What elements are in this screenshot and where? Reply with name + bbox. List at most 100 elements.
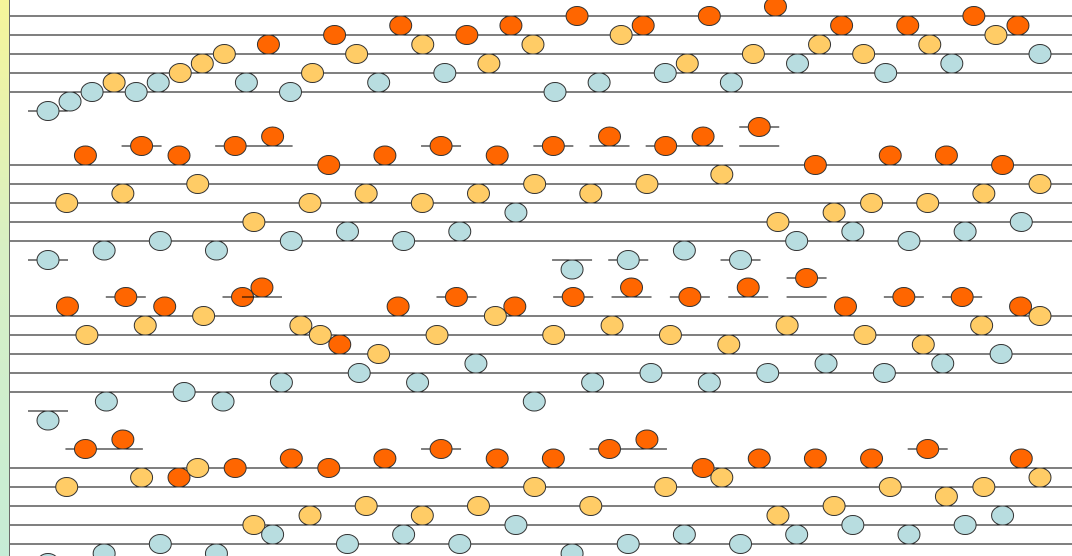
note-head [719,72,743,93]
note-head [130,136,154,156]
note-head [146,72,170,93]
note-head [1028,467,1052,488]
note-head [931,353,955,374]
note-head [1006,15,1030,36]
note-head [747,117,771,137]
note-head [269,372,293,393]
note-head [598,439,622,459]
note-head [678,287,702,307]
note-head [211,391,235,412]
note-head [579,496,603,516]
note-head [36,410,60,431]
note-head [192,306,216,326]
note-head [483,306,507,326]
note-head [841,515,865,535]
note-head [541,136,565,156]
note-head [542,325,566,345]
note-head [717,334,741,355]
note-head [80,82,104,102]
note-head [874,63,898,83]
note-head [1028,174,1052,194]
note-head [822,202,846,223]
note-head [58,91,82,112]
note-head [897,231,921,251]
note-head [543,82,567,102]
note-head [654,477,678,497]
note-head [392,524,416,545]
note-head [970,315,994,336]
note-head [710,467,734,488]
note-head [896,15,920,36]
note-head [301,63,325,83]
note-head [373,145,397,166]
note-head [814,353,838,374]
note-head [729,250,753,270]
note-head [972,183,996,204]
note-head [504,202,528,223]
note-head [897,524,921,545]
note-head [55,296,79,317]
note-head [1009,296,1033,317]
note-head [279,231,303,251]
note-head [455,25,479,45]
note-head [710,164,734,185]
note-head [795,268,819,288]
note-head [317,155,341,175]
note-head [841,221,865,242]
note-head [852,44,876,64]
note-head [600,315,624,336]
note-head [186,174,210,194]
note-head [860,448,884,469]
note-head [587,72,611,93]
note-head [279,448,303,469]
note-head [940,53,964,74]
note-head [73,439,97,459]
note-head [756,363,780,383]
note-head [672,240,696,261]
note-head [1028,44,1052,64]
note-head [354,183,378,204]
note-head [560,259,584,280]
note-head [609,25,633,45]
note-head [616,534,640,554]
note-head [916,439,940,459]
note-head [766,212,790,232]
note-head [521,34,545,55]
note-head [223,458,247,478]
note-head [872,363,896,383]
note-head [347,363,371,383]
note-head [36,101,60,121]
note-head [934,145,958,166]
note-head [950,287,974,307]
note-head [256,34,280,55]
note-head [830,15,854,36]
note-head [289,315,313,336]
note-head [410,505,434,526]
staff-system [10,429,1072,556]
note-head [523,174,547,194]
note-head [114,287,138,307]
note-head [503,296,527,317]
note-head [916,193,940,213]
note-head [411,34,435,55]
staff-system [10,0,1072,121]
note-head [803,448,827,469]
note-head [102,72,126,93]
note-head [803,155,827,175]
note-head [918,34,942,55]
note-head [335,534,359,554]
staff-system [10,268,1072,431]
note-head [250,277,274,298]
note-head [598,126,622,147]
note-head [223,136,247,156]
note-head [466,496,490,516]
note-head [73,145,97,166]
note-head [972,477,996,497]
staff-system [10,117,1072,280]
note-head [616,250,640,270]
note-head [504,515,528,535]
note-head [172,382,196,402]
note-head [729,534,753,554]
note-head [833,296,857,317]
